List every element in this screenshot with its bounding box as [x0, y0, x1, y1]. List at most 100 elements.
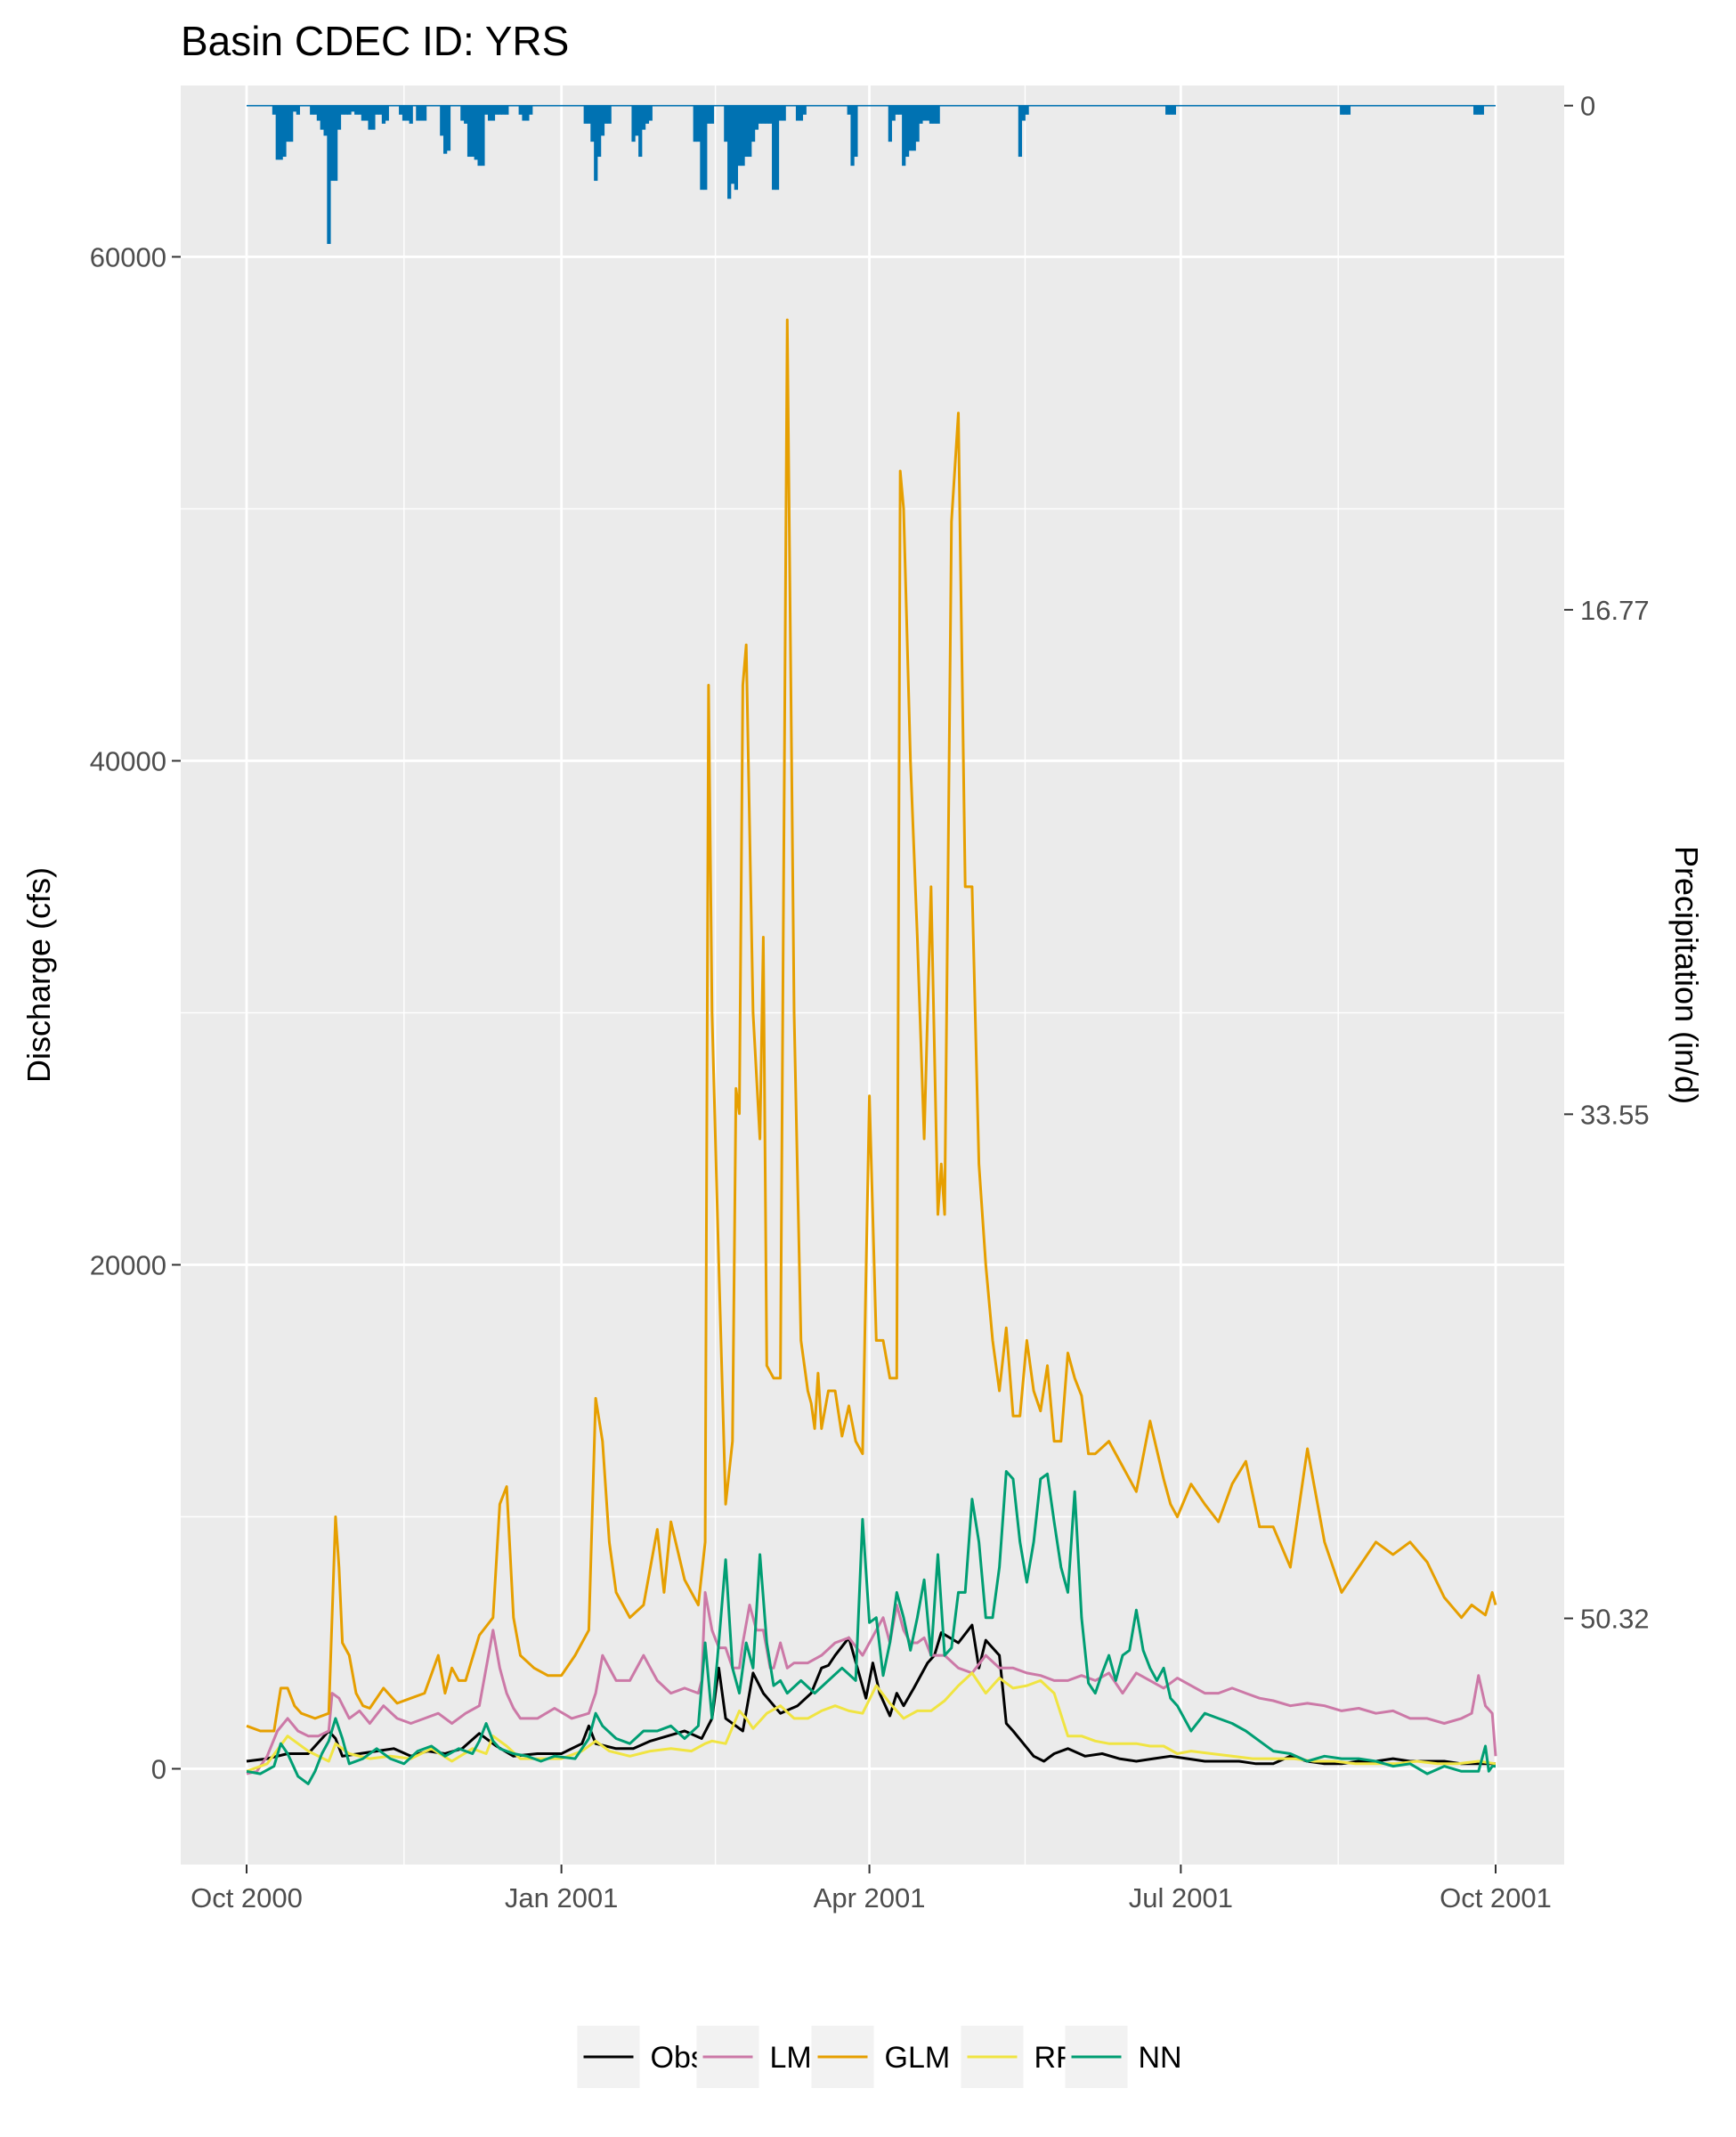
series-line-lm	[246, 1590, 1497, 1775]
precip-bar	[522, 105, 526, 121]
precip-bar	[641, 105, 646, 130]
precip-bar	[648, 105, 653, 121]
precip-bar	[330, 105, 335, 182]
precip-bar	[1473, 105, 1478, 115]
precip-bar	[334, 105, 338, 182]
precip-bar	[1346, 105, 1351, 115]
precip-bar	[768, 105, 773, 124]
precip-bar	[416, 105, 420, 121]
precip-bar	[734, 105, 738, 191]
precip-bar	[607, 105, 612, 124]
precip-bar	[761, 105, 766, 124]
precip-bar	[381, 105, 386, 124]
precip-bar	[357, 105, 362, 115]
precip-bar	[587, 105, 591, 124]
precip-bar	[594, 105, 598, 182]
precip-bar	[371, 105, 376, 130]
precip-bar	[922, 105, 927, 121]
precip-bar	[775, 105, 780, 191]
precip-bar	[638, 105, 643, 158]
precip-bar	[327, 105, 331, 244]
precip-bar	[446, 105, 451, 151]
precip-bar	[600, 105, 605, 136]
precip-bar	[748, 105, 752, 158]
y-tick-label: 20000	[90, 1249, 166, 1280]
precip-bar	[744, 105, 749, 158]
x-axis-ticks: Oct 2000 Jan 2001 Apr 2001 Jul 2001 Oct 2001	[191, 1865, 1552, 1914]
precip-bar	[337, 105, 342, 130]
precip-bar	[782, 105, 786, 121]
precip-bar	[1021, 105, 1026, 121]
precipitation-bars	[247, 104, 1496, 244]
precip-bar	[1340, 105, 1344, 115]
precip-bar	[477, 105, 482, 167]
precip-bar	[361, 105, 366, 121]
precip-bar	[1343, 105, 1348, 115]
precip-bar	[795, 105, 800, 121]
legend: Obs LM GLM RF NN	[577, 2026, 1182, 2088]
precip-bar	[902, 105, 906, 167]
precip-bar	[422, 105, 427, 121]
precip-bar	[700, 105, 704, 191]
precip-bar	[850, 105, 855, 167]
precip-bar	[487, 105, 492, 121]
precip-bar	[631, 105, 636, 142]
precip-bar	[765, 105, 769, 124]
precip-bar	[354, 105, 359, 115]
y-tick-label: 0	[151, 1753, 166, 1784]
precip-bar	[292, 105, 297, 112]
precip-bar	[596, 105, 602, 158]
precip-bar	[604, 105, 608, 124]
precip-bar	[279, 105, 283, 160]
precip-bar	[470, 105, 475, 158]
precip-bar	[316, 105, 321, 121]
precip-bar	[498, 105, 502, 115]
precip-bar	[583, 105, 588, 124]
precip-bar	[282, 105, 287, 158]
precip-bar	[1476, 105, 1481, 115]
precip-bar	[1480, 105, 1484, 115]
precip-bar	[375, 105, 379, 115]
chart-title: Basin CDEC ID: YRS	[181, 18, 569, 64]
precip-bar	[915, 105, 920, 142]
precip-bar	[501, 105, 506, 115]
y-tick-label: 60000	[90, 241, 166, 272]
precip-bar	[409, 105, 413, 124]
precip-bar	[481, 105, 485, 167]
precip-bar	[895, 105, 899, 115]
precip-bar	[529, 105, 533, 115]
precip-bar	[703, 105, 708, 191]
series-lines	[246, 318, 1497, 1785]
precip-bar	[891, 105, 896, 121]
precip-bar	[351, 105, 355, 112]
precip-bar	[340, 105, 345, 115]
secondary-y-axis-ticks: 0 16.77 33.55 50.32	[1564, 91, 1650, 1635]
precip-bar	[1168, 105, 1173, 115]
precip-bar	[758, 105, 762, 124]
precip-bar	[286, 105, 290, 142]
y-axis-ticks: 0 20000 40000 60000	[90, 241, 181, 1784]
precip-bar	[724, 105, 728, 142]
precip-bar	[385, 105, 389, 121]
y2-tick-label: 50.32	[1580, 1604, 1650, 1635]
plot-panel	[181, 85, 1564, 1865]
precip-bar	[466, 105, 472, 158]
precip-bar	[289, 105, 294, 142]
legend-label-lm: LM	[770, 2041, 812, 2075]
precip-bar	[296, 105, 300, 115]
precip-bar	[323, 105, 328, 136]
precip-bar	[727, 105, 732, 199]
precip-bar	[347, 105, 352, 115]
precip-bar	[518, 105, 523, 115]
precip-bar	[854, 105, 858, 158]
precip-bar	[443, 105, 448, 154]
minor-gridlines	[181, 85, 1564, 1865]
precip-bar	[645, 105, 650, 124]
precip-bar	[275, 105, 280, 160]
precip-bar	[494, 105, 499, 115]
precip-bar	[405, 105, 410, 121]
precip-bar	[741, 105, 745, 167]
precip-bar	[1172, 105, 1177, 115]
precip-bar	[399, 105, 403, 115]
